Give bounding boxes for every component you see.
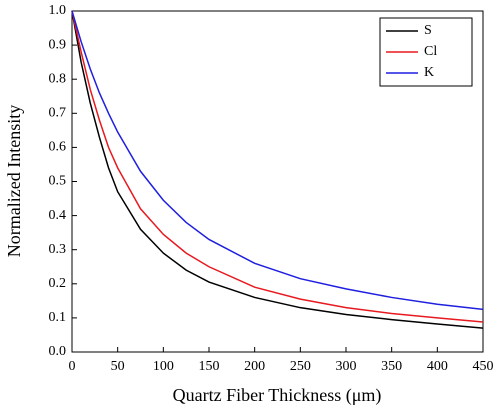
y-tick-label: 0.1: [49, 310, 67, 325]
y-tick-label: 0.9: [49, 37, 67, 52]
x-tick-label: 100: [153, 359, 174, 374]
y-axis-title: Normalized Intensity: [4, 105, 24, 257]
legend-label: Cl: [424, 44, 437, 59]
y-tick-label: 0.0: [49, 344, 67, 359]
legend-label: K: [424, 65, 434, 80]
x-tick-label: 450: [473, 359, 494, 374]
x-tick-label: 200: [244, 359, 265, 374]
line: [71, 10, 484, 311]
y-tick-label: 0.3: [49, 242, 67, 257]
y-tick-label: 0.4: [49, 208, 67, 223]
x-tick-label: 0: [69, 359, 76, 374]
legend-label: S: [424, 23, 432, 38]
x-tick-label: 350: [381, 359, 402, 374]
y-tick-label: 0.5: [49, 174, 67, 189]
x-axis-title: Quartz Fiber Thickness (μm): [173, 385, 382, 406]
x-tick-label: 300: [336, 359, 357, 374]
y-tick-label: 0.8: [49, 71, 67, 86]
x-tick-label: 400: [427, 359, 448, 374]
x-tick-label: 50: [111, 359, 125, 374]
line: [71, 10, 484, 329]
y-tick-label: 0.2: [49, 276, 67, 291]
x-tick-label: 150: [199, 359, 220, 374]
y-tick-label: 0.6: [49, 140, 67, 155]
plot-frame: [71, 10, 484, 353]
y-tick-label: 1.0: [49, 3, 67, 18]
y-tick-label: 0.7: [49, 106, 67, 121]
x-tick-label: 250: [290, 359, 311, 374]
line: [71, 10, 484, 323]
